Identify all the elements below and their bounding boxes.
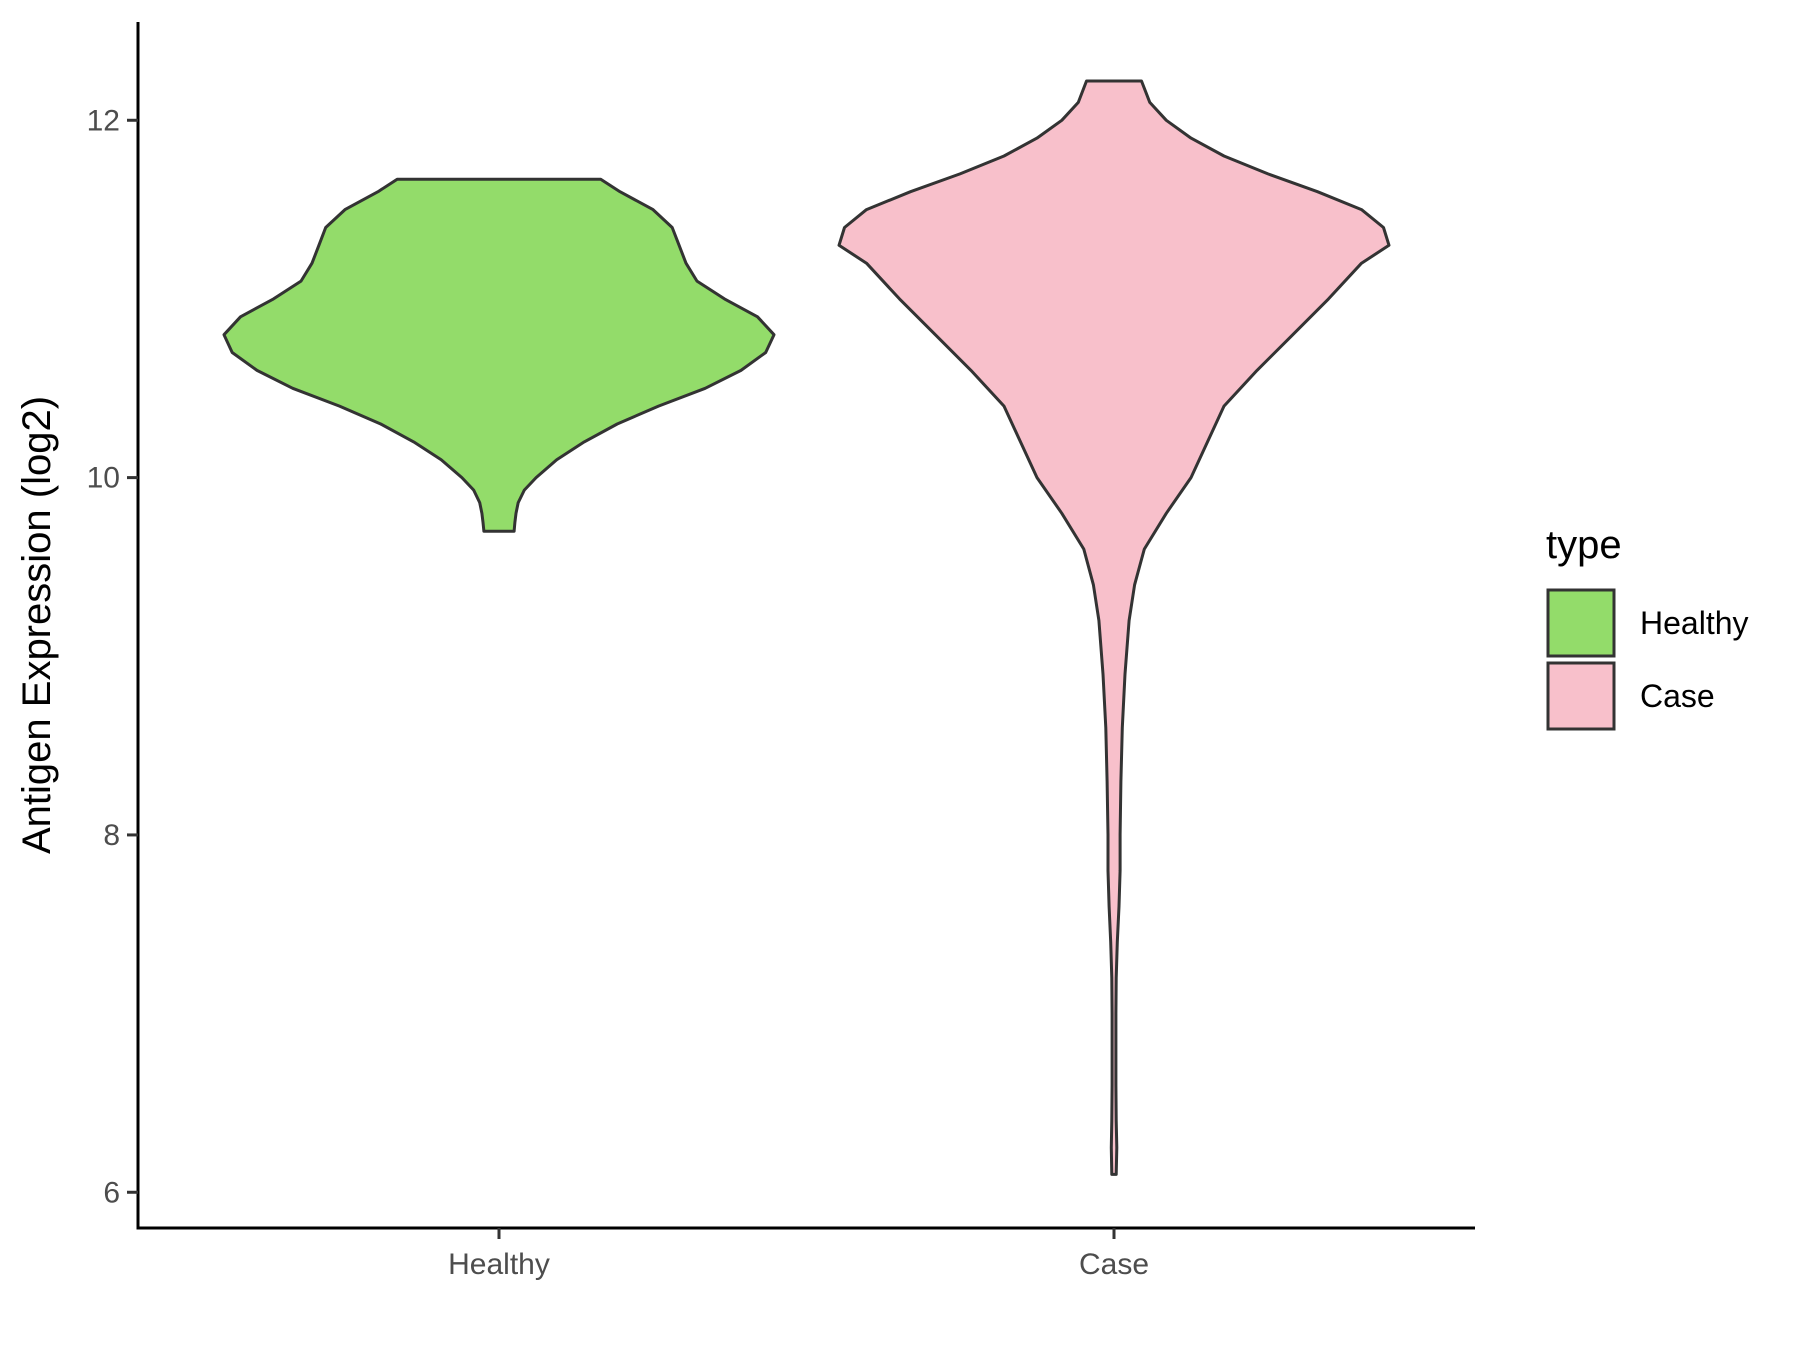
legend-swatch-case: [1546, 661, 1616, 731]
legend-title: type: [1546, 523, 1622, 567]
x-tick-label: Case: [1079, 1248, 1149, 1281]
violin-case: [837, 79, 1391, 1176]
legend-label-healthy: Healthy: [1640, 605, 1749, 641]
axes: 6 8 10 12 Healthy Case: [87, 22, 1475, 1281]
legend-label-case: Case: [1640, 678, 1715, 714]
plot-area: [222, 79, 1391, 1176]
violin-healthy: [222, 177, 776, 533]
y-tick-label: 12: [87, 104, 120, 137]
y-tick-label: 6: [103, 1176, 120, 1209]
y-tick-label: 8: [103, 819, 120, 852]
y-tick-label: 10: [87, 462, 120, 495]
legend-swatch-healthy: [1546, 588, 1616, 658]
x-tick-label: Healthy: [448, 1248, 550, 1281]
y-axis-title: Antigen Expression (log2): [15, 396, 59, 854]
legend: type Healthy Case: [1546, 523, 1749, 731]
